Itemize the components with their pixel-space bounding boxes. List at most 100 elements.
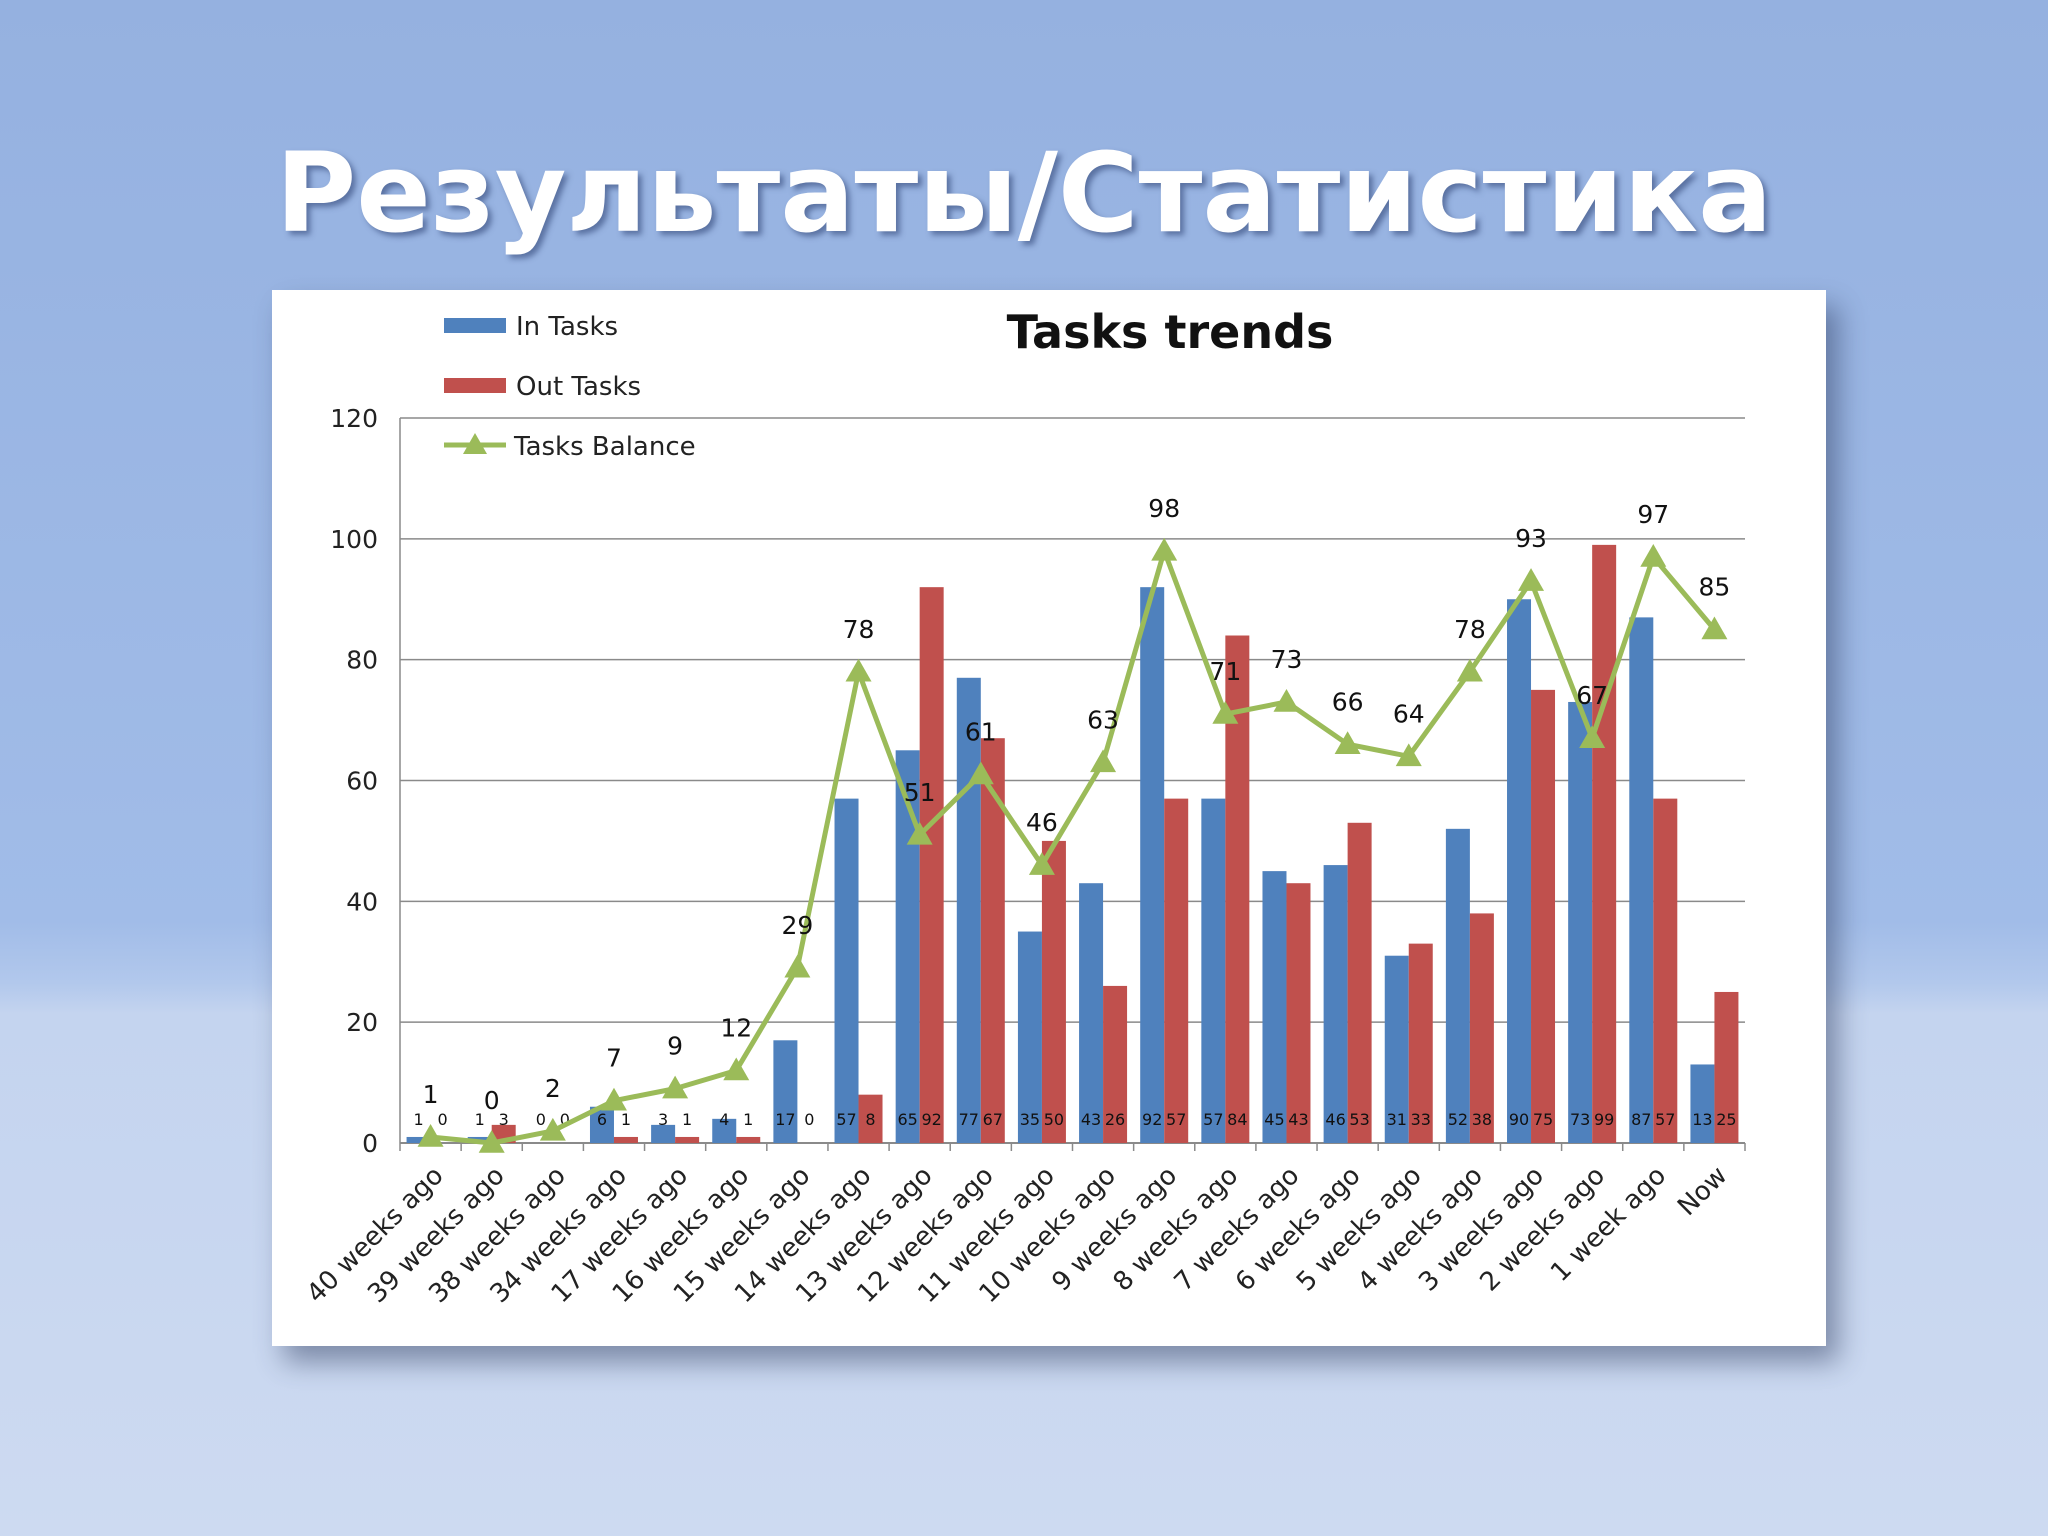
- bar-out-tasks: [1653, 798, 1678, 1143]
- bar-out-tasks: [1408, 943, 1433, 1143]
- y-tick-label: 0: [362, 1129, 378, 1158]
- tasks-balance-marker: [478, 1130, 505, 1153]
- tasks-balance-marker: [1334, 731, 1361, 754]
- tasks-balance-marker: [1395, 743, 1422, 767]
- out-tasks-value-label: 57: [1166, 1110, 1186, 1129]
- out-tasks-value-label: 3: [499, 1110, 509, 1129]
- bar-out-tasks: [613, 1136, 638, 1143]
- bar-in-tasks: [1079, 883, 1104, 1143]
- bar-in-tasks: [1140, 587, 1165, 1143]
- out-tasks-value-label: 75: [1533, 1110, 1553, 1129]
- in-tasks-value-label: 43: [1081, 1110, 1101, 1129]
- bar-out-tasks: [1531, 689, 1556, 1143]
- tasks-balance-value-label: 1: [423, 1080, 439, 1109]
- bar-out-tasks: [736, 1136, 761, 1143]
- x-category-label: Now: [1672, 1161, 1733, 1222]
- tasks-balance-marker: [845, 658, 872, 682]
- in-tasks-value-label: 0: [536, 1110, 546, 1129]
- slide-title: Результаты/Статистика: [275, 129, 1773, 257]
- out-tasks-value-label: 0: [804, 1110, 814, 1129]
- legend-marker-tasks-balance: [463, 433, 487, 454]
- tasks-balance-marker: [662, 1075, 689, 1099]
- in-tasks-value-label: 57: [1203, 1110, 1223, 1129]
- out-tasks-value-label: 84: [1227, 1110, 1247, 1129]
- tasks-balance-value-label: 46: [1026, 808, 1058, 837]
- out-tasks-value-label: 99: [1594, 1110, 1614, 1129]
- out-tasks-value-label: 1: [621, 1110, 631, 1129]
- tasks-balance-value-label: 29: [781, 911, 813, 940]
- out-tasks-value-label: 8: [865, 1110, 875, 1129]
- bar-out-tasks: [858, 1094, 883, 1143]
- in-tasks-value-label: 65: [897, 1110, 917, 1129]
- tasks-balance-marker: [1518, 568, 1545, 591]
- in-tasks-value-label: 35: [1020, 1110, 1040, 1129]
- out-tasks-value-label: 67: [983, 1110, 1003, 1129]
- out-tasks-value-label: 26: [1105, 1110, 1125, 1129]
- bar-in-tasks: [1017, 931, 1042, 1143]
- out-tasks-value-label: 1: [682, 1110, 692, 1129]
- tasks-balance-value-label: 2: [545, 1074, 561, 1103]
- legend-label-out-tasks: Out Tasks: [516, 372, 641, 402]
- tasks-balance-marker: [967, 761, 994, 785]
- in-tasks-value-label: 45: [1264, 1110, 1284, 1129]
- out-tasks-value-label: 92: [921, 1110, 941, 1129]
- bar-in-tasks: [895, 750, 920, 1143]
- tasks-balance-value-label: 63: [1087, 705, 1119, 734]
- bar-out-tasks: [1041, 840, 1066, 1143]
- bar-in-tasks: [1201, 798, 1226, 1143]
- in-tasks-value-label: 13: [1692, 1110, 1712, 1129]
- y-tick-label: 60: [346, 767, 378, 796]
- tasks-balance-marker: [1151, 537, 1178, 561]
- legend-label-in-tasks: In Tasks: [516, 312, 618, 342]
- y-tick-label: 120: [330, 404, 378, 433]
- in-tasks-value-label: 3: [658, 1110, 668, 1129]
- legend-label-tasks-balance: Tasks Balance: [513, 432, 696, 462]
- bar-in-tasks: [834, 798, 859, 1143]
- bar-in-tasks: [1568, 701, 1593, 1143]
- legend-swatch-in-tasks: [444, 318, 506, 333]
- tasks-balance-value-label: 51: [904, 778, 936, 807]
- tasks-balance-value-label: 66: [1332, 687, 1364, 716]
- bar-in-tasks: [406, 1136, 431, 1143]
- tasks-balance-marker: [1640, 543, 1667, 567]
- tasks-balance-value-label: 73: [1271, 645, 1303, 674]
- out-tasks-value-label: 38: [1472, 1110, 1492, 1129]
- out-tasks-value-label: 53: [1349, 1110, 1369, 1129]
- tasks-balance-value-label: 0: [484, 1086, 500, 1115]
- out-tasks-value-label: 0: [437, 1110, 447, 1129]
- tasks-balance-value-label: 78: [1454, 615, 1486, 644]
- tasks-balance-line: [430, 548, 1717, 1146]
- tasks-balance-marker: [784, 954, 811, 978]
- in-tasks-value-label: 1: [475, 1110, 485, 1129]
- bar-out-tasks: [1469, 913, 1494, 1143]
- tasks-balance-marker: [723, 1057, 750, 1081]
- in-tasks-value-label: 6: [597, 1110, 607, 1129]
- in-tasks-value-label: 31: [1387, 1110, 1407, 1129]
- in-tasks-value-label: 52: [1448, 1110, 1468, 1129]
- chart-panel: 0 20 40 60 80 100 120 1 0 1 3 0 0 6 1 3 1 4 1 17 0 57 8 65 92 77 6…: [272, 290, 1826, 1346]
- bar-out-tasks: [1347, 822, 1372, 1143]
- bar-in-tasks: [1507, 599, 1532, 1143]
- tasks-balance-marker: [417, 1123, 444, 1147]
- tasks-balance-value-label: 98: [1148, 494, 1180, 523]
- tasks-balance-value-label: 78: [843, 615, 875, 644]
- tasks-balance-value-label: 64: [1393, 699, 1425, 728]
- tasks-balance-value-label: 71: [1209, 657, 1241, 686]
- bar-out-tasks: [1714, 991, 1739, 1143]
- tasks-balance-marker: [1579, 725, 1606, 748]
- tasks-balance-marker: [1028, 852, 1055, 875]
- tasks-balance-marker: [1456, 658, 1483, 682]
- in-tasks-value-label: 73: [1570, 1110, 1590, 1129]
- tasks-balance-marker: [1090, 749, 1117, 773]
- y-tick-label: 80: [346, 646, 378, 675]
- bar-in-tasks: [1445, 828, 1470, 1143]
- bar-in-tasks: [651, 1124, 676, 1143]
- in-tasks-value-label: 92: [1142, 1110, 1162, 1129]
- in-tasks-value-label: 4: [719, 1110, 729, 1129]
- tasks-balance-marker: [539, 1117, 566, 1141]
- tasks-balance-marker: [906, 821, 933, 845]
- tasks-balance-value-label: 67: [1576, 681, 1608, 710]
- bar-in-tasks: [712, 1118, 737, 1143]
- bar-out-tasks: [1103, 985, 1128, 1143]
